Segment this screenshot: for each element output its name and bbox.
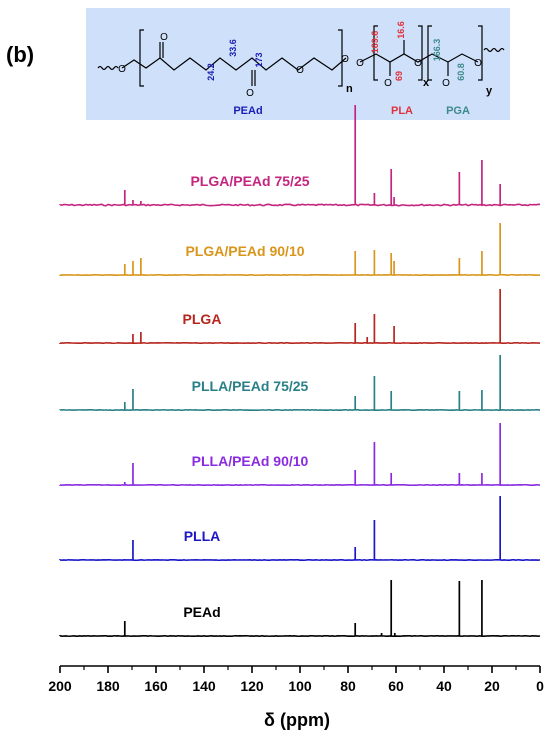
oxygen-atom: O xyxy=(474,58,482,69)
x-tick-label: 100 xyxy=(288,678,312,694)
repeat-subscript: n xyxy=(346,83,353,95)
chemical-shift-label: 16.6 xyxy=(396,21,406,39)
series-label: PLLA/PEAd 90/10 xyxy=(192,453,309,469)
series-baseline xyxy=(59,558,541,562)
structure-background xyxy=(86,8,510,120)
x-axis-title: δ (ppm) xyxy=(264,710,330,730)
chain-end-wavy xyxy=(97,65,119,71)
chemical-shift-label: 173 xyxy=(254,52,264,67)
x-tick-label: 0 xyxy=(536,678,544,694)
x-tick-label: 80 xyxy=(340,678,356,694)
series-plla: PLLA xyxy=(59,496,541,562)
x-tick-label: 200 xyxy=(48,678,72,694)
oxygen-atom: O xyxy=(118,64,126,75)
bracket-open xyxy=(139,29,144,87)
pla-pga-backbone xyxy=(359,53,479,63)
series-plla-pead-90-10: PLLA/PEAd 90/10 xyxy=(59,423,541,487)
series-label: PLLA/PEAd 75/25 xyxy=(192,378,309,394)
x-tick-label: 20 xyxy=(484,678,500,694)
series-label: PLLA xyxy=(184,528,221,544)
bracket-close xyxy=(338,29,343,87)
chemical-shift-label: 169.6 xyxy=(370,31,380,54)
series-plla-pead-75-25: PLLA/PEAd 75/25 xyxy=(59,355,541,412)
series-baseline xyxy=(59,634,541,638)
segment-label-pga: PGA xyxy=(446,105,470,117)
bracket-close xyxy=(478,25,483,81)
segment-label-pla: PLA xyxy=(391,105,413,117)
x-tick-label: 60 xyxy=(388,678,404,694)
series-baseline xyxy=(59,408,541,412)
series-plga: PLGA xyxy=(59,289,541,345)
series-plga-pead-75-25: PLGA/PEAd 75/25 xyxy=(59,105,541,207)
repeat-subscript: x xyxy=(423,77,430,89)
x-tick-label: 40 xyxy=(436,678,452,694)
chain-end-wavy xyxy=(483,47,505,53)
series-label: PLGA xyxy=(183,311,222,327)
series-label: PLGA/PEAd 90/10 xyxy=(185,243,304,259)
x-tick-label: 120 xyxy=(240,678,264,694)
segment-label-pead: PEAd xyxy=(233,105,262,117)
chemical-shift-label: 24.2 xyxy=(206,63,216,81)
x-tick-label: 140 xyxy=(192,678,216,694)
chemical-shift-label: 33.6 xyxy=(228,39,238,57)
oxygen-atom: O xyxy=(246,88,254,99)
series-baseline xyxy=(59,341,541,345)
oxygen-atom: O xyxy=(384,78,392,89)
spectra-group: PLGA/PEAd 75/25 PLGA/PEAd 90/10 PLGA PLLA/P… xyxy=(59,105,541,638)
pead-backbone xyxy=(121,57,347,71)
series-pead: PEAd xyxy=(59,580,541,638)
series-baseline xyxy=(59,203,541,207)
oxygen-atom: O xyxy=(414,58,422,69)
series-baseline xyxy=(59,273,541,277)
oxygen-atom: O xyxy=(442,78,450,89)
oxygen-atom: O xyxy=(160,32,168,43)
chemical-shift-label: 166.3 xyxy=(432,39,442,62)
bracket-open xyxy=(427,25,432,81)
series-label: PEAd xyxy=(183,604,220,620)
oxygen-atom: O xyxy=(356,58,364,69)
series-plga-pead-90-10: PLGA/PEAd 90/10 xyxy=(59,223,541,277)
x-tick-label: 180 xyxy=(96,678,120,694)
series-label: PLGA/PEAd 75/25 xyxy=(190,173,309,189)
chemical-shift-label: 69 xyxy=(394,71,404,81)
panel-label: (b) xyxy=(6,42,35,67)
x-axis: 200 180 160 140 120 100 80 60 40 20 0δ (ppm) xyxy=(48,665,544,730)
chemical-shift-label: 60.8 xyxy=(456,63,466,81)
bracket-close xyxy=(418,25,423,81)
x-tick-label: 160 xyxy=(144,678,168,694)
oxygen-atom: O xyxy=(296,65,304,76)
bracket-open xyxy=(373,25,378,81)
repeat-subscript: y xyxy=(486,85,493,97)
oxygen-atom: O xyxy=(341,54,349,65)
